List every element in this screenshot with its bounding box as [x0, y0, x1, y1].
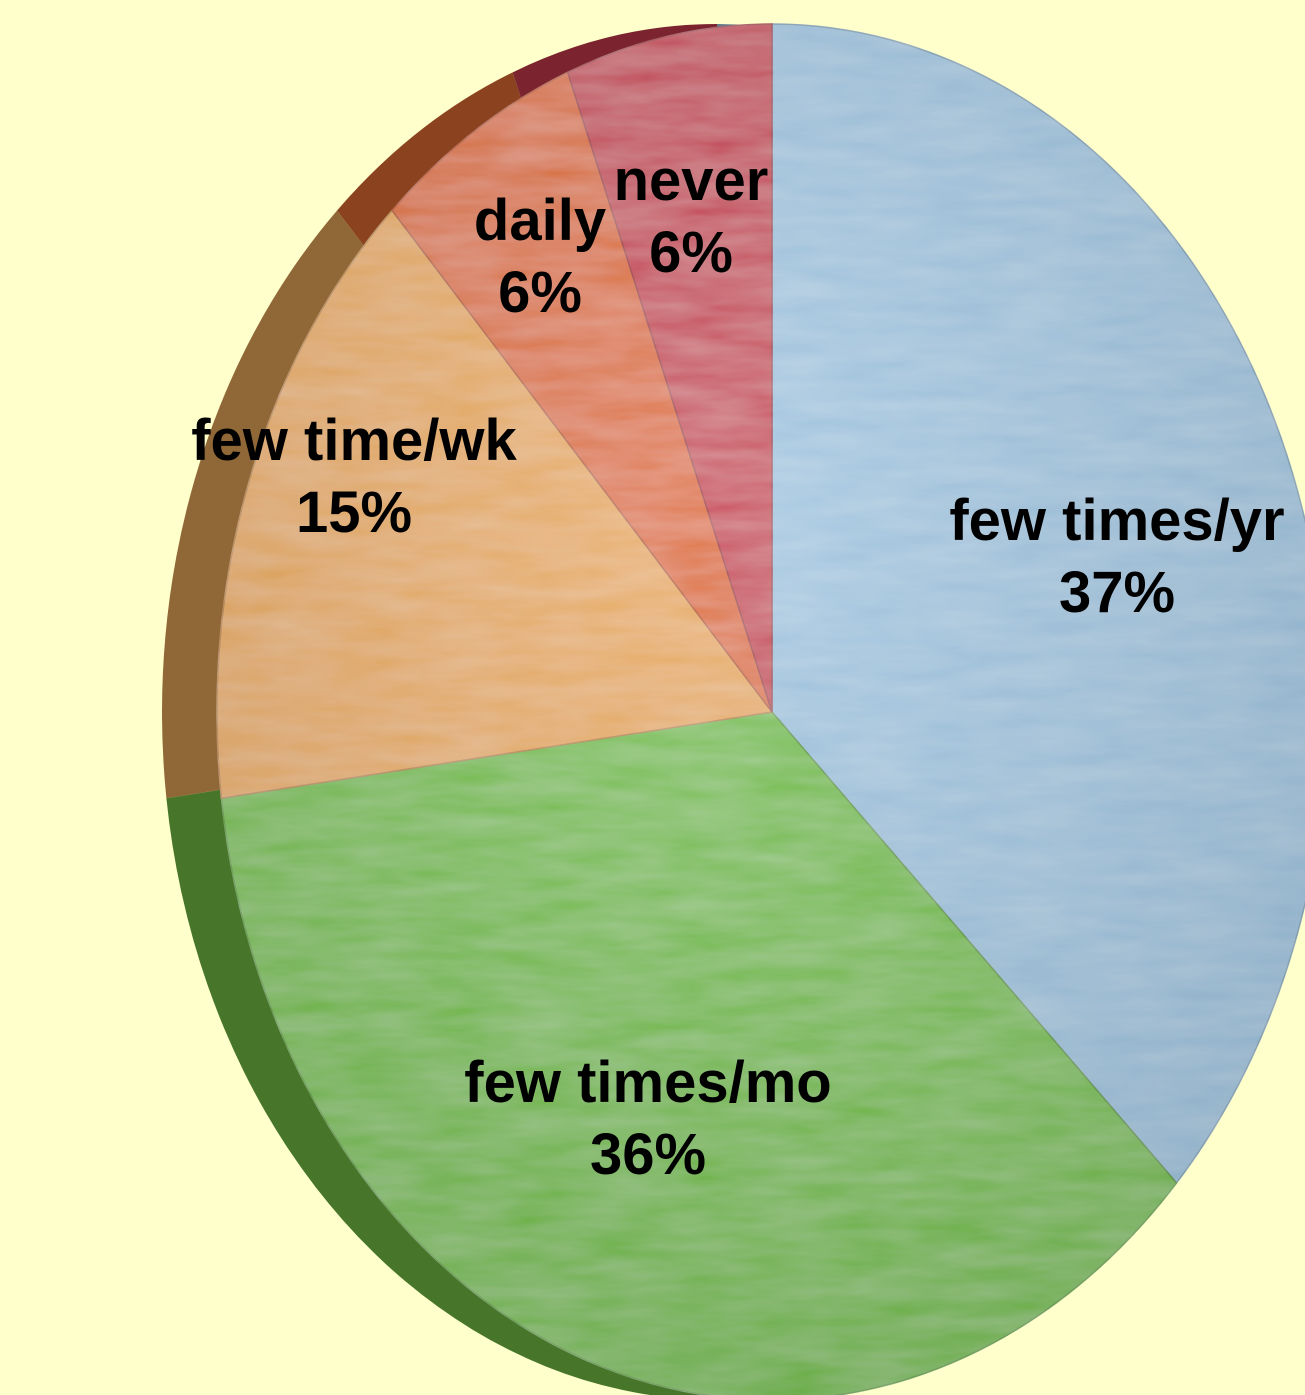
pie-labels-layer: few times/yr 37% few times/mo 36% few time/w… — [191, 148, 1284, 1187]
pie-slices-layer — [216, 23, 1305, 1395]
slice-name-label-daily: daily — [474, 188, 606, 253]
slice-percent-label-few-times-mo: 36% — [590, 1122, 706, 1187]
slice-percent-label-few-times-yr: 37% — [1059, 560, 1175, 625]
slice-percent-label-few-time-wk: 15% — [296, 480, 412, 545]
slice-percent-label-daily: 6% — [498, 260, 582, 325]
slice-name-label-few-times-mo: few times/mo — [464, 1050, 831, 1115]
slice-name-label-few-times-yr: few times/yr — [949, 488, 1284, 553]
slice-percent-label-never: 6% — [649, 220, 733, 285]
slice-name-label-few-time-wk: few time/wk — [191, 408, 517, 473]
slice-name-label-never: never — [614, 148, 769, 213]
